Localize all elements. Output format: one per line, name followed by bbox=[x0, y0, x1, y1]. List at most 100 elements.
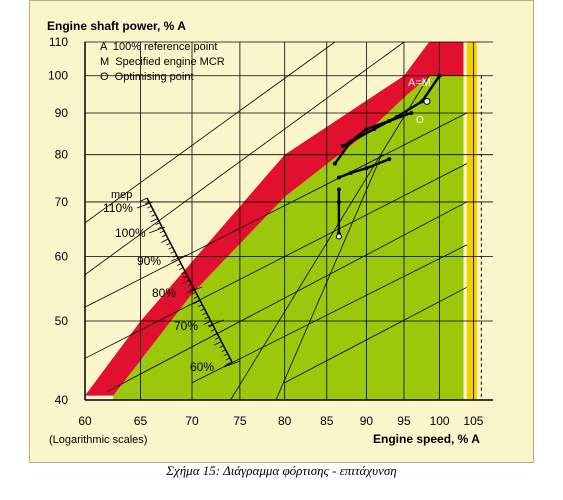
legend-item-a: A 100% reference point bbox=[100, 41, 217, 53]
x-tick-label: 95 bbox=[397, 414, 411, 428]
mep-scale-tick bbox=[202, 312, 207, 316]
point-o-marker bbox=[423, 97, 431, 105]
mep-label-leader bbox=[136, 201, 154, 209]
point-am-label: A=M bbox=[408, 77, 431, 89]
yellow-speed-limit-band bbox=[466, 42, 477, 400]
chart-title: Engine shaft power, % A bbox=[47, 19, 186, 33]
mep-label-leader bbox=[185, 286, 203, 294]
mep-label-leader bbox=[207, 319, 225, 327]
mep-scale-tick bbox=[200, 308, 205, 312]
x-tick-label: 60 bbox=[78, 414, 92, 428]
mep-label: 110% bbox=[103, 201, 133, 215]
series-point bbox=[332, 161, 337, 166]
series-point bbox=[437, 73, 442, 78]
mep-scale-tick bbox=[170, 250, 175, 254]
x-tick-label: 105 bbox=[463, 414, 483, 428]
mep-scale-tick bbox=[139, 197, 148, 202]
series-point bbox=[387, 157, 392, 162]
mep-scale-tick bbox=[208, 324, 214, 328]
mep-label: 90% bbox=[137, 254, 161, 268]
x-axis-title: Engine speed, % A bbox=[373, 432, 480, 446]
mep-scale-tick bbox=[191, 291, 197, 295]
y-tick-label: 80 bbox=[55, 148, 69, 162]
series-line-2 bbox=[338, 158, 390, 179]
mep-label-leader bbox=[170, 254, 188, 262]
load-reference-line bbox=[191, 244, 467, 384]
mep-scale-tick bbox=[198, 304, 203, 307]
mep-title: mep bbox=[111, 189, 132, 201]
mep-scale-tick bbox=[172, 255, 177, 258]
x-tick-label: 75 bbox=[233, 414, 247, 428]
series-point bbox=[409, 111, 414, 116]
propeller-curve-line bbox=[230, 75, 430, 401]
propeller-curve-line bbox=[275, 154, 383, 401]
mep-scale-tick bbox=[181, 271, 186, 275]
mep-scale-tick bbox=[178, 267, 184, 271]
series-point bbox=[336, 199, 341, 204]
mep-label: 60% bbox=[190, 360, 214, 374]
load-reference-line bbox=[84, 112, 467, 308]
x-tick-label: 80 bbox=[278, 414, 292, 428]
y-tick-label: 90 bbox=[55, 106, 69, 120]
x-tick-label: 85 bbox=[320, 414, 334, 428]
mep-scale-tick bbox=[214, 341, 222, 346]
mep-scale-tick bbox=[171, 259, 180, 264]
mep-scale-tick bbox=[168, 246, 173, 250]
mep-scale-tick bbox=[219, 345, 224, 348]
mep-scale-tick bbox=[189, 287, 194, 291]
mep-scale-tick bbox=[155, 222, 160, 225]
mep-scale-tick bbox=[212, 332, 218, 336]
mep-label-leader bbox=[148, 226, 166, 234]
series-point bbox=[336, 175, 341, 180]
scale-note: (Logarithmic scales) bbox=[49, 434, 147, 446]
mep-scale-tick bbox=[221, 349, 226, 353]
mep-scale-tick bbox=[151, 214, 156, 217]
mep-label: 100% bbox=[115, 226, 146, 240]
x-tick-label: 90 bbox=[360, 414, 374, 428]
mep-scale-tick bbox=[223, 353, 228, 357]
mep-scale-tick bbox=[182, 279, 190, 284]
mep-scale-tick bbox=[150, 218, 158, 223]
mep-scale-tick bbox=[161, 234, 167, 238]
load-reference-line bbox=[84, 163, 467, 359]
point-o-label: O bbox=[416, 115, 424, 126]
x-tick-label: 65 bbox=[134, 414, 148, 428]
mep-scale-tick bbox=[183, 275, 188, 279]
legend-item-m: M Specified engine MCR bbox=[100, 56, 225, 68]
series-point bbox=[364, 127, 369, 132]
mep-label-leader bbox=[223, 360, 241, 368]
mep-scale-tick bbox=[192, 300, 201, 305]
red-overload-band bbox=[85, 42, 464, 396]
mep-scale-tick bbox=[225, 357, 231, 361]
x-tick-label: 100 bbox=[430, 414, 450, 428]
lower-point-marker bbox=[335, 233, 342, 240]
mep-scale-tick bbox=[159, 230, 165, 234]
mep-label: 70% bbox=[174, 319, 198, 333]
series-point bbox=[340, 143, 345, 148]
mep-scale-tick bbox=[166, 242, 171, 246]
mep-scale-tick bbox=[203, 320, 211, 325]
legend-item-o: O Optimising point bbox=[100, 71, 194, 83]
mep-scale-tick bbox=[149, 209, 154, 213]
series-point bbox=[420, 99, 425, 104]
y-tick-label: 60 bbox=[55, 250, 69, 264]
mep-scale-tick bbox=[204, 316, 209, 320]
load-reference-line bbox=[84, 41, 405, 275]
mep-scale-tick bbox=[187, 283, 192, 287]
load-reference-line bbox=[284, 286, 467, 384]
series-point bbox=[364, 166, 369, 171]
mep-label: 80% bbox=[152, 286, 176, 300]
mep-scale-tick bbox=[161, 238, 169, 243]
mep-scale-tick bbox=[157, 226, 163, 230]
load-reference-line bbox=[107, 201, 467, 392]
y-tick-label: 70 bbox=[55, 195, 69, 209]
x-tick-label: 70 bbox=[185, 414, 199, 428]
mep-scale-tick bbox=[215, 337, 220, 340]
y-tick-label: 100 bbox=[48, 69, 68, 83]
y-tick-label: 110 bbox=[49, 35, 68, 49]
mep-scale-tick bbox=[210, 328, 216, 332]
mep-scale-tick bbox=[193, 296, 199, 299]
figure-caption: Σχήμα 15: Διάγραμμα φόρτισης - επιτάχυνσ… bbox=[166, 463, 397, 478]
series-point bbox=[394, 114, 399, 119]
